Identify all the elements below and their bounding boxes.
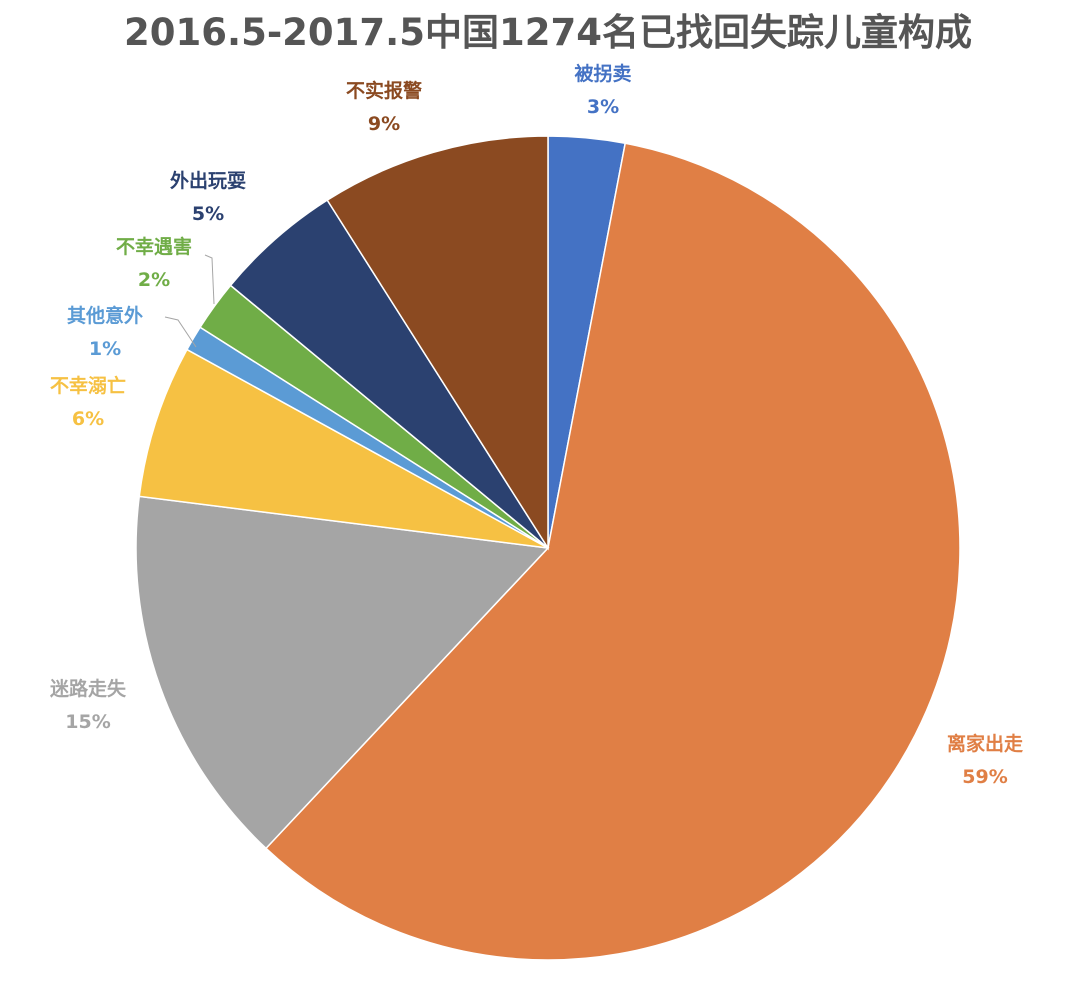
data-labels: 被拐卖 3% 离家出走 59% 迷路走失 15% 不幸溺亡 6% 其他意外 1% 不幸遇害 2% 外出玩… xyxy=(49,62,1023,788)
slice-label: 离家出走 xyxy=(947,732,1023,755)
slice-value-label: 5% xyxy=(192,203,224,225)
leader-line xyxy=(164,316,197,348)
slice-value-label: 15% xyxy=(65,711,110,733)
slice-value-label: 9% xyxy=(368,113,400,135)
leader-lines xyxy=(164,254,215,348)
pie-slice xyxy=(138,348,549,549)
slice-value-label: 1% xyxy=(89,338,121,360)
slice-label: 不幸遇害 xyxy=(116,235,192,258)
pie-slice xyxy=(326,135,549,551)
pie-slice xyxy=(264,142,961,961)
slice-label: 外出玩耍 xyxy=(170,169,246,192)
pie-slices xyxy=(135,135,961,961)
pie-slice xyxy=(135,495,550,850)
leader-line xyxy=(204,254,215,305)
slice-label: 被拐卖 xyxy=(574,62,631,85)
slice-value-label: 2% xyxy=(138,269,170,291)
slice-label: 其他意外 xyxy=(67,304,143,327)
slice-label: 迷路走失 xyxy=(49,677,127,700)
slice-value-label: 59% xyxy=(962,766,1007,788)
slice-value-label: 3% xyxy=(587,96,619,118)
slice-label: 不幸溺亡 xyxy=(50,374,126,397)
slice-label: 不实报警 xyxy=(346,79,422,102)
slice-value-label: 6% xyxy=(72,408,104,430)
chart-title: 2016.5-2017.5中国1274名已找回失踪儿童构成 xyxy=(124,11,972,54)
